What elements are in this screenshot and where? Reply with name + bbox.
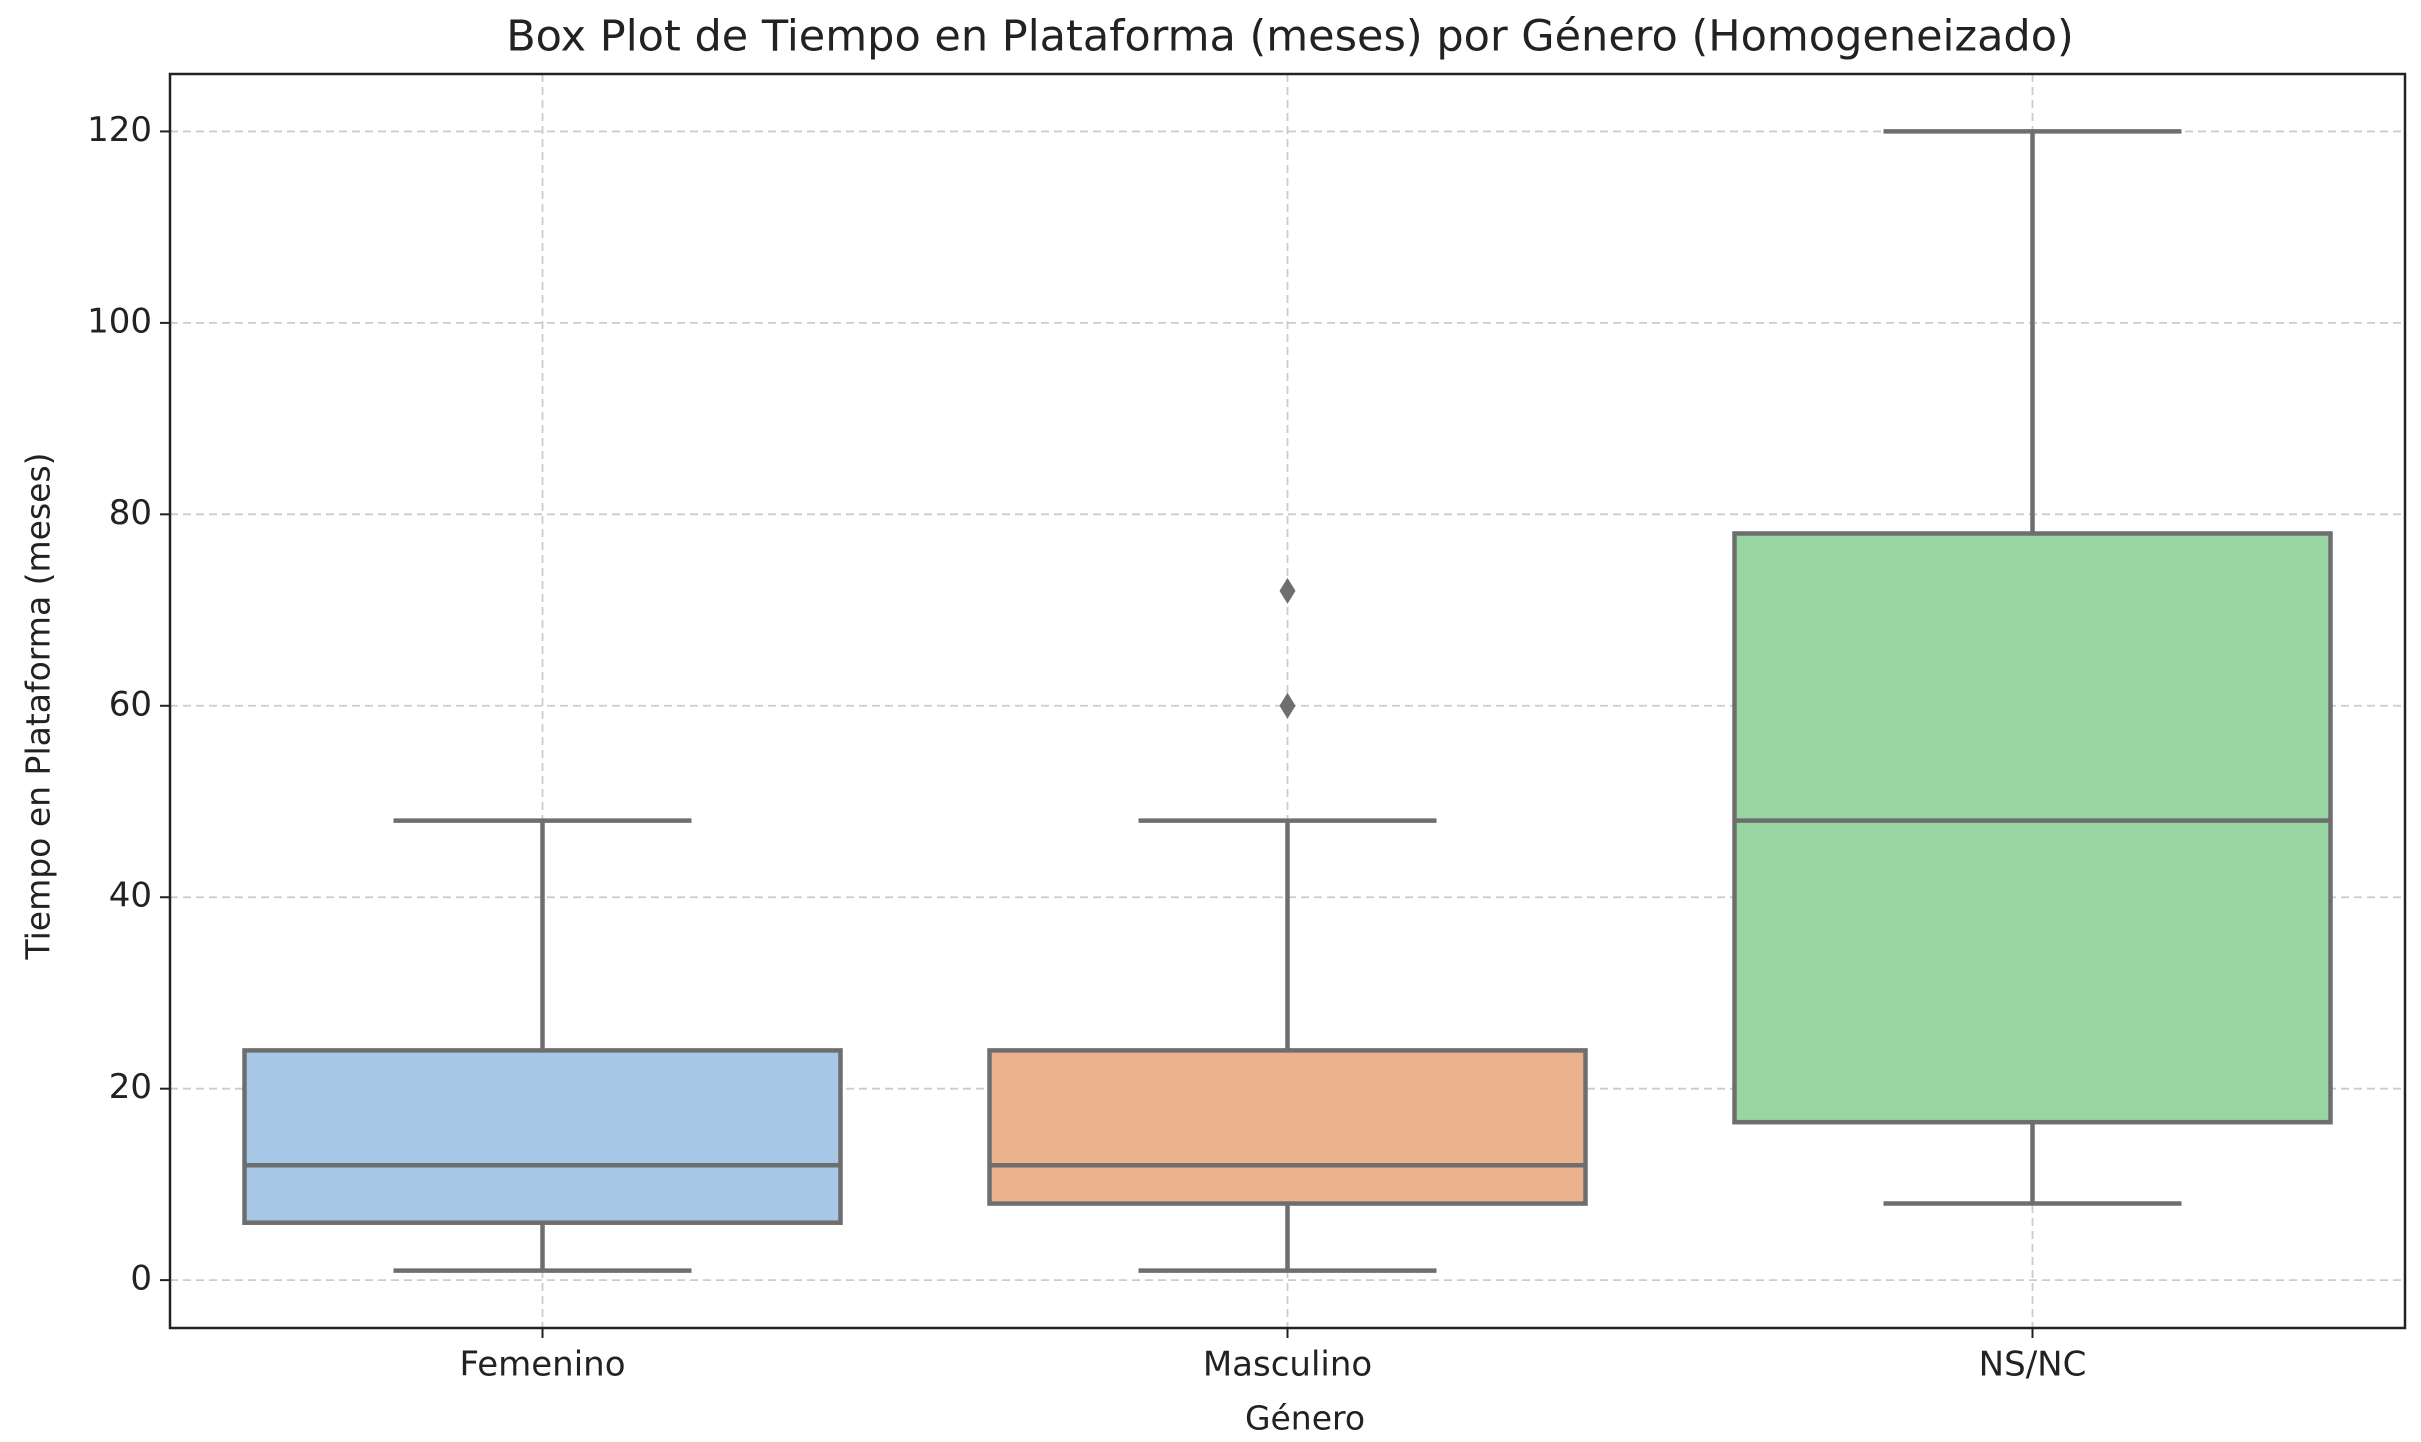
y-tick-label: 100 (87, 301, 152, 341)
x-tick-label: Masculino (1203, 1345, 1372, 1385)
x-axis-label: Género (1245, 1399, 1365, 1438)
plot-frame (168, 72, 2407, 1330)
y-axis-label: Tiempo en Plataforma (meses) (19, 452, 58, 960)
y-tick-label: 40 (109, 876, 152, 916)
y-tick-label: 80 (109, 493, 152, 533)
x-tick-label: Femenino (460, 1345, 626, 1385)
outlier (1279, 577, 1296, 604)
box (987, 1048, 1588, 1206)
box (242, 1048, 843, 1225)
y-tick-label: 0 (130, 1259, 152, 1299)
y-tick-label: 60 (109, 684, 152, 724)
box (1732, 531, 2333, 1125)
outlier (1279, 692, 1296, 719)
y-tick-label: 120 (87, 110, 152, 150)
x-tick-label: NS/NC (1979, 1345, 2087, 1385)
y-tick-label: 20 (109, 1067, 152, 1107)
chart-title: Box Plot de Tiempo en Plataforma (meses)… (506, 12, 2074, 62)
